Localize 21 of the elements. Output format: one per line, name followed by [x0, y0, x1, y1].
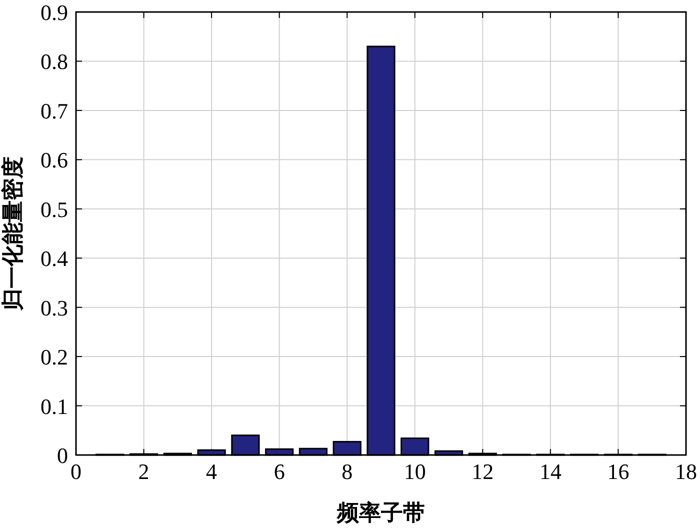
y-axis-title: 归一化能量密度: [0, 156, 25, 312]
x-tick-label: 10: [404, 459, 426, 484]
y-tick-label: 0.4: [40, 246, 68, 272]
x-tick-label: 2: [138, 459, 150, 484]
x-tick-label: 14: [539, 459, 562, 484]
y-tick-label: 0.3: [40, 295, 68, 320]
y-tick-label: 0: [57, 443, 68, 468]
x-tick-label: 12: [472, 459, 494, 484]
x-axis-title: 频率子带: [336, 500, 425, 525]
x-tick-label: 6: [274, 459, 285, 484]
y-tick-label: 0.6: [40, 148, 68, 173]
y-tick-label: 0.2: [40, 344, 68, 370]
y-tick-label: 0.9: [40, 0, 68, 25]
y-tick-label: 0.1: [40, 394, 68, 419]
y-tick-label: 0.7: [40, 98, 68, 124]
y-tick-label: 0.5: [40, 196, 68, 222]
x-tick-label: 8: [342, 459, 353, 484]
x-tick-label: 18: [675, 459, 697, 484]
y-tick-label: 0.8: [40, 49, 68, 74]
x-tick-label: 16: [607, 459, 630, 484]
x-tick-label: 4: [206, 459, 218, 484]
